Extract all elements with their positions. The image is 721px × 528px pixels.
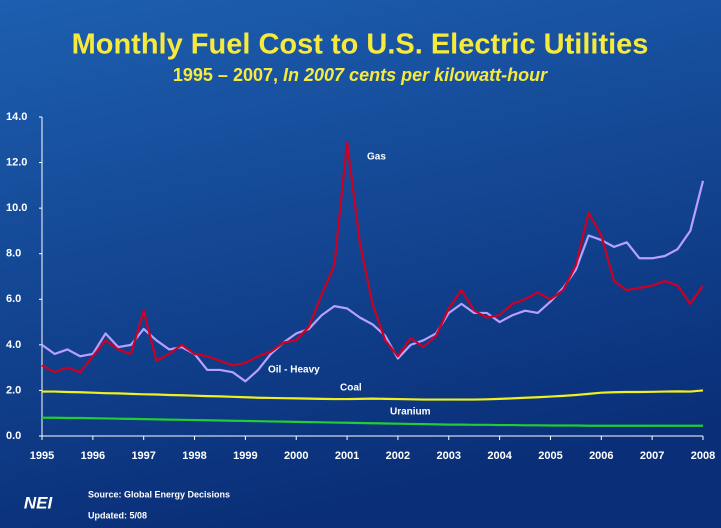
series-label: Coal	[340, 383, 362, 394]
x-tick-label: 2000	[284, 450, 308, 462]
x-tick-label: 2007	[640, 450, 664, 462]
series-label: Oil - Heavy	[268, 365, 320, 376]
x-tick-label: 2006	[589, 450, 613, 462]
x-tick-label: 2008	[691, 450, 715, 462]
source: Source: Global Energy Decisions	[88, 489, 230, 499]
chart-title: Monthly Fuel Cost to U.S. Electric Utili…	[72, 29, 649, 61]
x-tick-label: 2005	[538, 450, 562, 462]
x-tick-label: 1998	[182, 450, 206, 462]
updated: Updated: 5/08	[88, 510, 147, 520]
series-line	[41, 140, 704, 374]
subtitle-years: 1995 – 2007,	[173, 65, 278, 85]
x-tick-label: 2004	[487, 450, 512, 462]
logo: NEI	[24, 493, 54, 512]
y-tick-label: 8.0	[6, 248, 21, 260]
y-tick-label: 14.0	[6, 111, 27, 123]
series-label: Gas	[367, 152, 386, 163]
x-tick-label: 1996	[81, 450, 105, 462]
x-tick-label: 2002	[386, 450, 410, 462]
series-line	[41, 180, 705, 383]
y-tick-label: 12.0	[6, 156, 27, 168]
subtitle: 1995 – 2007, In 2007 cents per kilowatt-…	[173, 65, 548, 85]
series-label: Uranium	[390, 407, 431, 418]
x-tick-label: 2003	[437, 450, 461, 462]
x-tick-label: 1999	[233, 450, 257, 462]
y-tick-label: 2.0	[6, 384, 21, 396]
x-tick-label: 1997	[131, 450, 155, 462]
series-line	[42, 389, 704, 401]
series-line	[42, 416, 703, 427]
x-tick-label: 2001	[335, 450, 359, 462]
x-tick-label: 1995	[30, 450, 54, 462]
y-tick-label: 4.0	[6, 339, 21, 351]
y-tick-label: 6.0	[6, 293, 21, 305]
subtitle-unit: In 2007 cents per kilowatt-hour	[283, 65, 548, 85]
y-tick-label: 0.0	[6, 430, 21, 442]
y-tick-label: 10.0	[6, 202, 27, 214]
